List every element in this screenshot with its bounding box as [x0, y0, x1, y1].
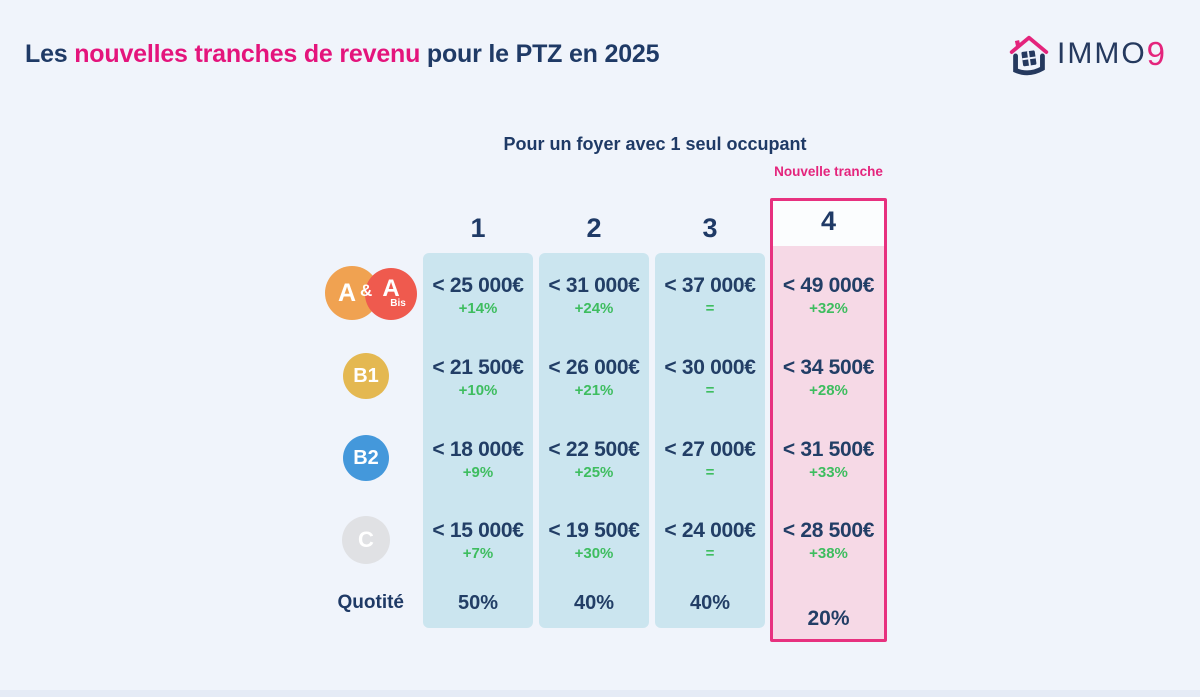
cell-zoneB2-t1: < 18 000€ +9%	[423, 437, 533, 482]
income-threshold: < 30 000€	[664, 356, 756, 379]
income-threshold: < 34 500€	[782, 356, 875, 379]
zone-ampersand: &	[360, 281, 373, 300]
change-percent: +10%	[458, 382, 498, 399]
change-percent: +14%	[458, 300, 498, 317]
bottom-divider	[0, 690, 1200, 697]
cell-zoneC-t1: < 15 000€ +7%	[423, 518, 533, 563]
quotite-t3: 40%	[689, 592, 731, 614]
column-header-4: 4	[820, 206, 837, 236]
change-percent: +38%	[809, 545, 848, 562]
quotite-t2: 40%	[573, 592, 615, 614]
change-percent: =	[705, 382, 715, 399]
column-header-1: 1	[470, 213, 486, 243]
zone-a-bis-badge: A Bis	[365, 268, 417, 320]
title-highlight: nouvelles tranches de revenu	[74, 40, 421, 68]
income-threshold: < 15 000€	[432, 519, 524, 542]
new-bracket-label: Nouvelle tranche	[774, 164, 883, 179]
cell-zoneB1-t4: < 34 500€ +28%	[770, 355, 887, 400]
change-percent: =	[705, 545, 715, 562]
zone-a-bis-sub: Bis	[390, 298, 406, 309]
page-title: Les nouvelles tranches de revenu pour le…	[25, 40, 660, 69]
income-threshold: < 21 500€	[432, 356, 524, 379]
cell-zoneA-t1: < 25 000€ +14%	[423, 273, 533, 318]
quotite-label: Quotité	[337, 592, 405, 613]
title-prefix: Les	[25, 40, 75, 68]
income-threshold: < 27 000€	[664, 438, 756, 461]
zone-b2-label: B2	[353, 446, 379, 469]
change-percent: =	[705, 464, 715, 481]
zone-a-letter: A	[337, 278, 357, 307]
cell-zoneB1-t3: < 30 000€ =	[655, 355, 765, 400]
income-threshold: < 25 000€	[432, 274, 524, 297]
change-percent: +21%	[574, 382, 614, 399]
change-percent: +25%	[574, 464, 614, 481]
cell-zoneB2-t4: < 31 500€ +33%	[770, 437, 887, 482]
column-2-background	[539, 253, 649, 628]
quotite-t4: 20%	[807, 607, 850, 630]
logo-text: IMMO	[1057, 37, 1147, 70]
cell-zoneC-t4: < 28 500€ +38%	[770, 518, 887, 563]
cell-zoneB1-t1: < 21 500€ +10%	[423, 355, 533, 400]
cell-zoneA-t2: < 31 000€ +24%	[539, 273, 649, 318]
income-threshold: < 19 500€	[548, 519, 640, 542]
income-threshold: < 31 500€	[782, 438, 875, 461]
logo-number: 9	[1146, 35, 1166, 72]
cell-zoneB2-t2: < 22 500€ +25%	[539, 437, 649, 482]
cell-zoneB1-t2: < 26 000€ +21%	[539, 355, 649, 400]
quotite-t1: 50%	[457, 592, 499, 614]
change-percent: +33%	[809, 464, 848, 481]
change-percent: +24%	[574, 300, 614, 317]
table-subtitle: Pour un foyer avec 1 seul occupant	[503, 134, 807, 154]
cell-zoneA-t3: < 37 000€ =	[655, 273, 765, 318]
new-bracket-highlight-box	[770, 198, 887, 642]
change-percent: +7%	[462, 545, 494, 562]
column-header-3: 3	[702, 213, 718, 243]
column-3-background	[655, 253, 765, 628]
house-icon	[1009, 35, 1049, 76]
income-threshold: < 26 000€	[548, 356, 640, 379]
zone-c-badge: C	[342, 516, 390, 564]
income-threshold: < 28 500€	[782, 519, 875, 542]
cell-zoneC-t3: < 24 000€ =	[655, 518, 765, 563]
cell-zoneA-t4: < 49 000€ +32%	[770, 273, 887, 318]
zone-b1-badge: B1	[343, 353, 389, 399]
zone-c-label: C	[358, 527, 374, 552]
change-percent: +32%	[809, 300, 848, 317]
title-suffix: pour le PTZ en 2025	[420, 40, 660, 68]
cell-zoneB2-t3: < 27 000€ =	[655, 437, 765, 482]
income-threshold: < 31 000€	[548, 274, 640, 297]
income-threshold: < 24 000€	[664, 519, 756, 542]
column-1-background	[423, 253, 533, 628]
zone-b2-badge: B2	[343, 435, 389, 481]
column-header-2: 2	[586, 213, 602, 243]
income-threshold: < 49 000€	[782, 274, 875, 297]
change-percent: +30%	[574, 545, 614, 562]
immo9-logo: IMMO 9	[1005, 30, 1165, 78]
zone-b1-label: B1	[353, 364, 379, 387]
income-threshold: < 37 000€	[664, 274, 756, 297]
income-threshold: < 22 500€	[548, 438, 640, 461]
cell-zoneC-t2: < 19 500€ +30%	[539, 518, 649, 563]
change-percent: +28%	[809, 382, 848, 399]
change-percent: +9%	[462, 464, 494, 481]
income-threshold: < 18 000€	[432, 438, 524, 461]
zone-a-bis-letter: A	[382, 275, 400, 302]
change-percent: =	[705, 300, 715, 317]
